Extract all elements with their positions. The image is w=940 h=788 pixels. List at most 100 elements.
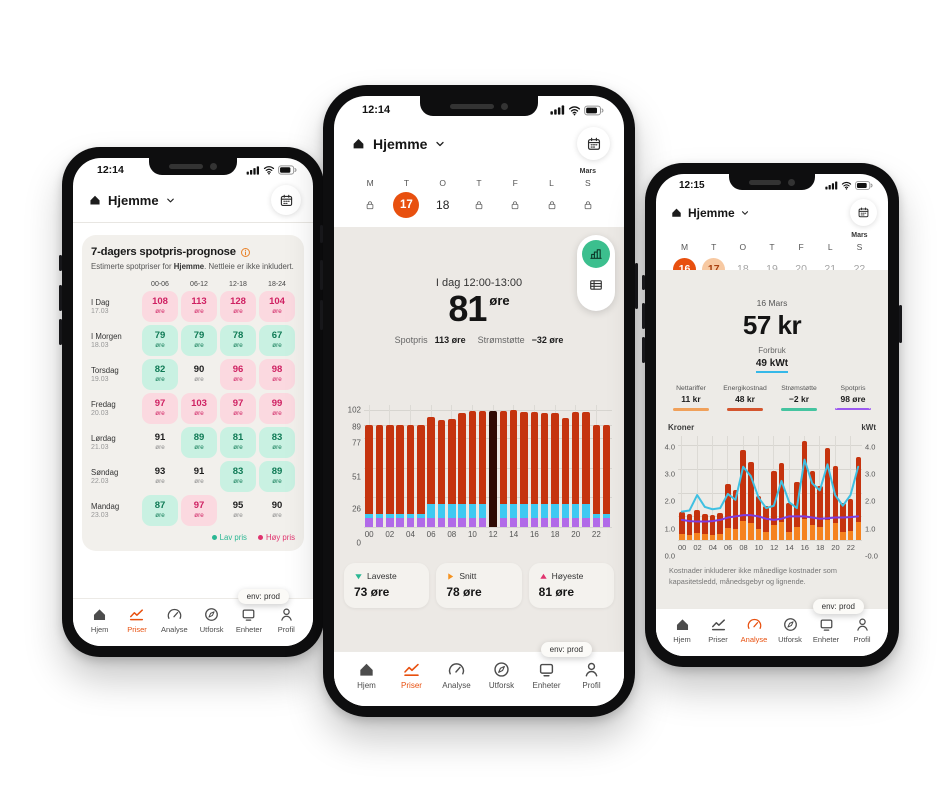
home-selector[interactable]: Hjemme: [108, 192, 159, 208]
weekday-slot[interactable]: 18: [436, 192, 449, 218]
forbruk-value[interactable]: 49 kWt: [755, 358, 789, 373]
tab-priser[interactable]: Priser: [700, 616, 736, 644]
tab-utforsk[interactable]: Utforsk: [479, 660, 524, 690]
bar-segment: [603, 514, 611, 518]
cost-value: 98 øre: [840, 394, 866, 404]
status-icons: [246, 165, 297, 175]
weekday-letter: M: [366, 178, 374, 188]
weekday-slot[interactable]: 18: [737, 256, 749, 282]
kwt-line: [682, 460, 858, 512]
weekday-letter: T: [476, 178, 482, 188]
day-number[interactable]: 22: [853, 263, 866, 275]
tab-analyse[interactable]: Analyse: [434, 660, 479, 690]
tab-analyse[interactable]: Analyse: [736, 616, 772, 644]
weekday-slot[interactable]: 17: [393, 192, 420, 218]
stat-card-header: Laveste: [354, 571, 419, 581]
home-icon: [670, 206, 683, 219]
weekday-slot[interactable]: 20: [795, 256, 807, 282]
price-cell: 99 øre: [259, 392, 295, 424]
y-tick: 3.0: [664, 469, 675, 479]
cost-column-energikostnad: Energikostnad 48 kr: [720, 385, 770, 411]
gridline-horizontal: [678, 445, 862, 447]
calendar-button[interactable]: [271, 185, 301, 215]
bar-segment: [437, 504, 446, 518]
weekday-slot[interactable]: 21: [824, 256, 836, 282]
legend-label: Høy pris: [265, 532, 295, 542]
price-cell: 113 øre: [181, 290, 217, 322]
tab-enheter[interactable]: Enheter: [524, 660, 569, 690]
bar-segment-nett: [832, 523, 839, 540]
info-icon[interactable]: [240, 247, 251, 258]
y-tick: 1.0: [664, 524, 675, 534]
day-number[interactable]: 20: [795, 263, 807, 275]
tab-utforsk[interactable]: Utforsk: [193, 606, 230, 634]
x-tick: [498, 530, 508, 543]
tab-label: Hjem: [90, 625, 109, 634]
price-unit: øre: [272, 342, 282, 350]
bar-segment: [365, 514, 373, 518]
table-toggle[interactable]: [582, 273, 610, 297]
tab-hjem[interactable]: Hjem: [81, 606, 118, 634]
bar-segment: [417, 517, 425, 527]
tab-profil[interactable]: Profil: [844, 616, 880, 644]
price-cell: 79 øre: [142, 324, 178, 356]
price-cell: 79 øre: [181, 324, 217, 356]
tab-analyse[interactable]: Analyse: [156, 606, 193, 634]
weekday-slot[interactable]: 19: [766, 256, 778, 282]
weekday-letter: F: [798, 242, 804, 252]
day-number[interactable]: 21: [824, 263, 837, 275]
bar-chart-toggle[interactable]: [582, 240, 610, 268]
tab-enheter[interactable]: Enheter: [230, 606, 267, 634]
speaker: [169, 164, 203, 169]
bar-segment-spot: [489, 410, 497, 504]
price-value: 91: [154, 431, 166, 443]
day-number[interactable]: 19: [766, 263, 778, 275]
volume-button: [59, 255, 62, 271]
tab-enheter[interactable]: Enheter: [808, 616, 844, 644]
lock-icon: [473, 199, 485, 211]
home-selector[interactable]: Hjemme: [373, 135, 428, 152]
price-unit: øre: [155, 376, 165, 384]
bar-column: [426, 405, 436, 527]
tab-priser[interactable]: Priser: [118, 606, 155, 634]
tab-utforsk[interactable]: Utforsk: [772, 616, 808, 644]
gauge-icon: [166, 606, 183, 623]
price-cell: 87 øre: [142, 494, 178, 526]
day-number[interactable]: 18: [737, 263, 749, 275]
volume-button: [59, 319, 62, 345]
price-unit: øre: [155, 444, 165, 452]
selected-day[interactable]: 17: [393, 192, 420, 218]
status-time: 12:15: [679, 180, 705, 191]
volume-button: [320, 260, 323, 290]
cost-label: Strømstøtte: [781, 385, 817, 392]
bar-segment-energy: [778, 463, 785, 523]
calendar-button[interactable]: [850, 199, 877, 226]
home-selector[interactable]: Hjemme: [688, 205, 735, 220]
bar-segment-energy: [702, 514, 708, 535]
bar-segment-spot: [541, 413, 549, 504]
bar-column: [854, 436, 862, 540]
bar-segment-spot: [551, 413, 559, 504]
cost-column-nettariffer: Nettariffer 11 kr: [666, 385, 716, 411]
tab-profil[interactable]: Profil: [569, 660, 614, 690]
bar-segment: [592, 514, 601, 518]
day-number[interactable]: 18: [436, 198, 450, 212]
bar-segment: [375, 514, 384, 518]
month-label: Mars: [851, 232, 868, 239]
weekday-m: M: [352, 168, 388, 218]
tab-hjem[interactable]: Hjem: [344, 660, 389, 690]
tab-hjem[interactable]: Hjem: [664, 616, 700, 644]
x-tick: [778, 543, 785, 556]
calendar-icon: [857, 206, 870, 219]
calendar-button[interactable]: [577, 127, 610, 160]
weekday-slot[interactable]: 22: [854, 256, 866, 282]
price-value: 83: [271, 431, 283, 443]
bar-segment-energy: [679, 511, 685, 535]
row-day-label: I Morgen 18.03: [91, 332, 139, 349]
tab-profil[interactable]: Profil: [268, 606, 305, 634]
y-axis-labels-right: 4.0 3.0 2.0 1.0 -0.0: [862, 436, 884, 560]
plot-wrap: 00 02 04 06 08 10 12 14 16 18 20 22: [364, 405, 612, 543]
tab-priser[interactable]: Priser: [389, 660, 434, 690]
y-tick: 0.0: [664, 551, 675, 561]
